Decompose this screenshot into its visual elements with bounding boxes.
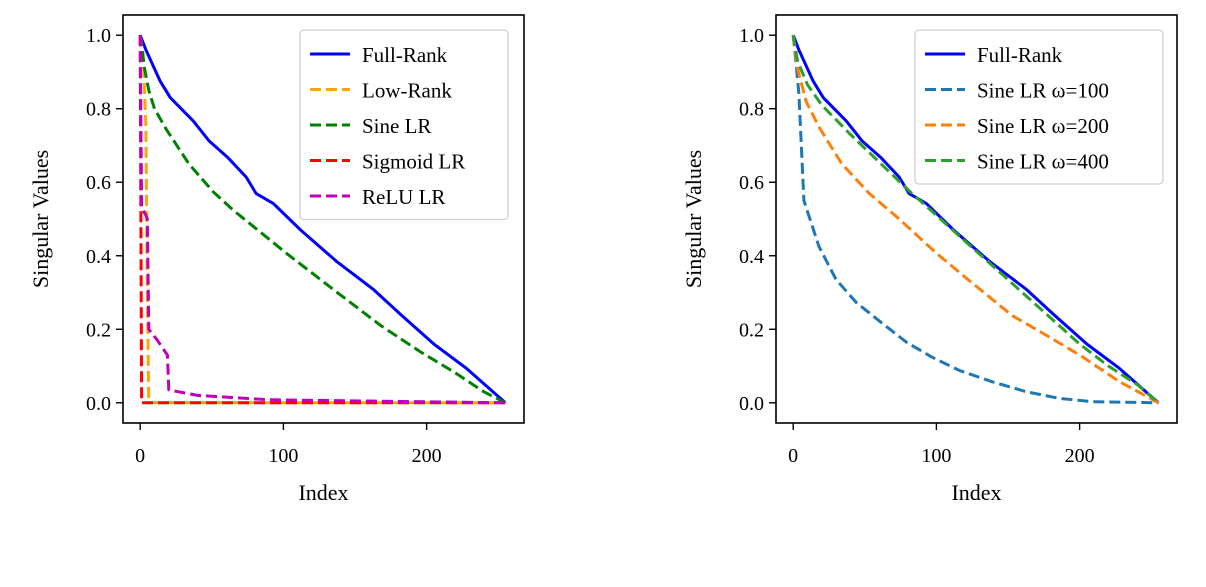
x-tick-label: 0 (135, 445, 145, 467)
series-line-sine-lr-100 (791, 35, 1159, 405)
legend-label: Full-Rank (977, 43, 1063, 67)
legend-label: Sine LR ω=200 (977, 114, 1109, 138)
legend-label: Sine LR (362, 114, 431, 138)
y-tick-label: 0.4 (739, 246, 764, 268)
legend-label: Full-Rank (362, 43, 448, 67)
axes-frame (775, 14, 1178, 424)
series-group (138, 34, 507, 405)
x-tick-label: 100 (921, 445, 951, 467)
chart-panel-1: 0 100 200 0.0 0.2 0.4 0.6 0.8 1.0 Index Singular V… (28, 14, 525, 505)
x-axis-label: Index (298, 480, 348, 505)
series-line-full-rank (138, 34, 507, 404)
y-axis-label: Singular Values (28, 150, 53, 288)
x-tick-label: 100 (268, 445, 298, 467)
series-line-sine-lr-400 (791, 34, 1160, 404)
y-tick-label: 0.6 (739, 172, 764, 194)
y-tick-label: 0.8 (739, 99, 764, 121)
y-axis-label: Singular Values (681, 150, 706, 288)
series-line-sine-lr-200 (791, 35, 1160, 405)
legend: Full-Rank Sine LR ω=100 Sine LR ω=200 Sine … (914, 29, 1164, 185)
x-tick-label: 0 (788, 445, 798, 467)
y-tick-label: 1.0 (739, 25, 764, 47)
legend-label: ReLU LR (362, 185, 445, 209)
series-line-sigmoid-lr (138, 35, 506, 405)
legend: Full-Rank Low-Rank Sine LR Sigmoid LR ReLU L… (299, 29, 509, 221)
series-group (791, 34, 1160, 405)
legend-label: Sine LR ω=100 (977, 79, 1109, 103)
x-tick-label: 200 (412, 445, 442, 467)
y-tick-label: 0.2 (86, 319, 111, 341)
y-tick-label: 0.4 (86, 246, 111, 268)
legend-label: Low-Rank (362, 79, 452, 103)
axes-frame (122, 14, 525, 424)
y-tick-label: 0.6 (86, 172, 111, 194)
series-line-relu-lr (138, 35, 506, 405)
y-tick-label: 0.8 (86, 99, 111, 121)
legend-label: Sine LR ω=400 (977, 150, 1109, 174)
series-line-full-rank (791, 34, 1160, 404)
y-tick-label: 0.0 (86, 393, 111, 415)
y-tick-label: 0.2 (739, 319, 764, 341)
x-axis-label: Index (951, 480, 1001, 505)
legend-box (299, 29, 509, 221)
x-tick-label: 200 (1065, 445, 1095, 467)
chart-panel-2: 0 100 200 0.0 0.2 0.4 0.6 0.8 1.0 Index Singular V… (681, 14, 1178, 505)
y-tick-label: 1.0 (86, 25, 111, 47)
series-line-sine-lr (138, 35, 507, 405)
y-tick-label: 0.0 (739, 393, 764, 415)
legend-label: Sigmoid LR (362, 150, 465, 174)
legend-box (914, 29, 1164, 185)
